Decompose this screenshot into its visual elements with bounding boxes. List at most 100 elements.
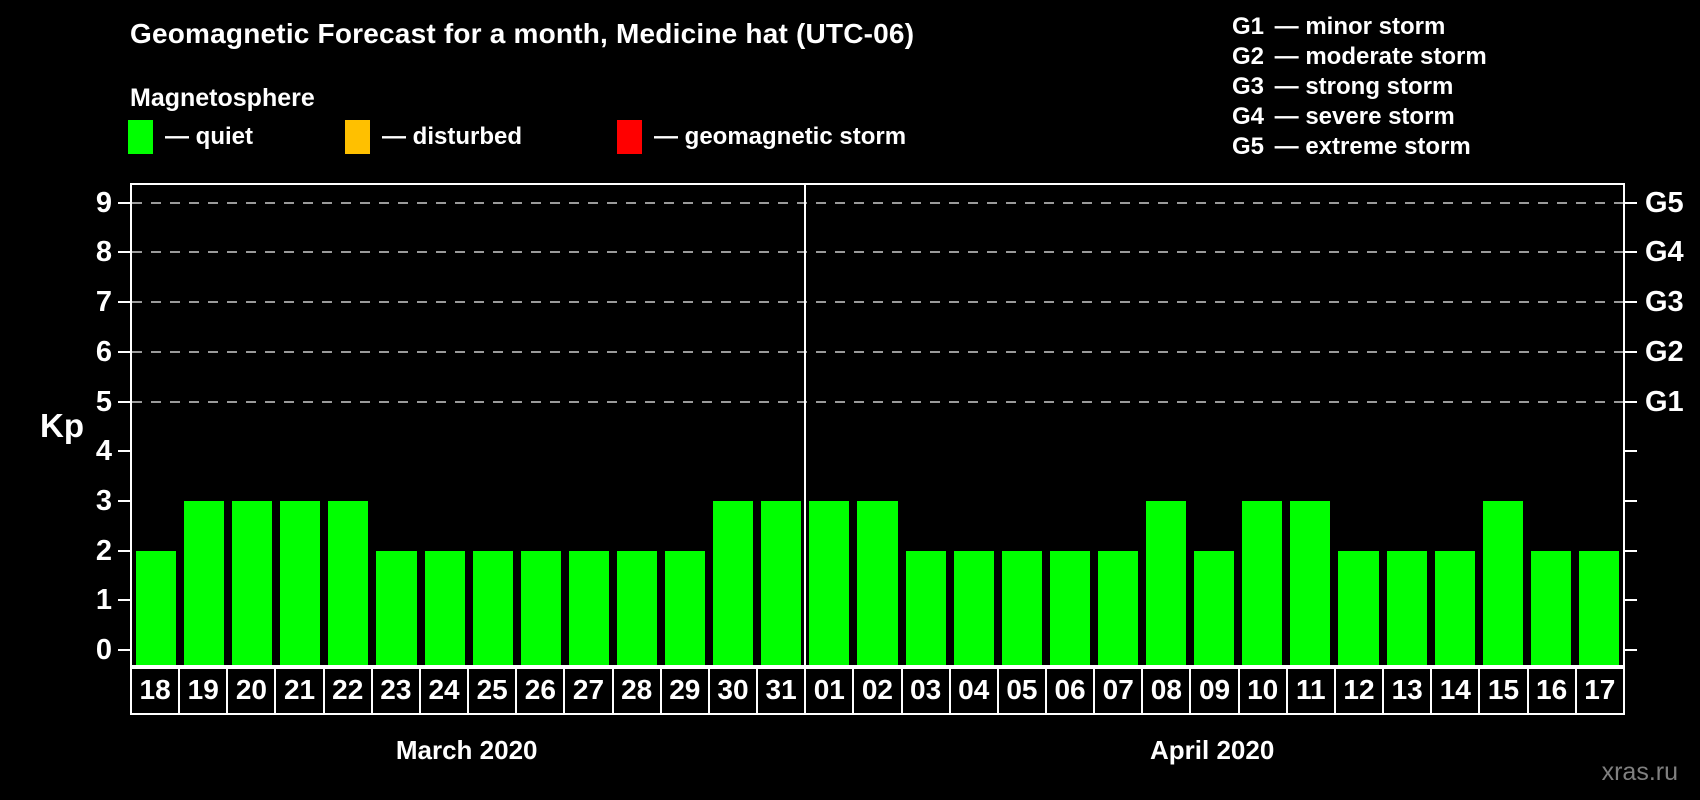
day-cell-15: 15 — [1480, 667, 1529, 713]
kp-bar-day-18 — [136, 550, 177, 667]
month-separator — [804, 185, 807, 667]
kp-bar-day-05 — [1001, 550, 1042, 667]
day-cell-29: 29 — [662, 667, 710, 713]
month-label: March 2020 — [395, 735, 538, 765]
y-tick-left — [118, 251, 130, 254]
day-cell-06: 06 — [1047, 667, 1096, 713]
y-tick-right — [1625, 251, 1637, 254]
kp-bar-day-30 — [713, 500, 754, 667]
day-cell-17: 17 — [1584, 674, 1616, 705]
g-legend-line: G1 — minor storm — [1232, 12, 1487, 42]
gridline-kp9 — [132, 201, 1623, 204]
y-tick-left — [118, 301, 130, 304]
y-tick-left — [118, 350, 130, 353]
chart-title: Geomagnetic Forecast for a month, Medici… — [130, 18, 915, 49]
legend-item-label: — quiet — [165, 123, 253, 150]
kp-bar-day-21 — [280, 500, 321, 667]
y-axis-label-0: 0 — [95, 634, 112, 666]
y-axis-label-7: 7 — [95, 286, 112, 319]
gridline-kp6 — [132, 350, 1623, 353]
y-tick-left — [118, 649, 130, 651]
kp-bar-day-08 — [1146, 500, 1187, 667]
y-axis-label-8: 8 — [95, 236, 112, 269]
day-cell-27: 27 — [565, 667, 614, 713]
g-label: — minor storm — [1268, 13, 1446, 40]
watermark: xras.ru — [1601, 758, 1678, 786]
day-cell-03: 03 — [903, 667, 951, 713]
y-tick-left — [118, 400, 130, 403]
right-axis-label-G4: G4 — [1645, 236, 1684, 269]
kp-bar-day-13 — [1386, 550, 1427, 667]
y-axis-title: Kp — [40, 407, 84, 444]
kp-bar-day-11 — [1290, 500, 1331, 667]
legend-item-quiet: — quiet — [128, 120, 253, 154]
day-cell-31: 31 — [758, 667, 807, 713]
right-axis-label-G2: G2 — [1645, 335, 1684, 368]
day-cell-09: 09 — [1191, 667, 1240, 713]
legend-heading: Magnetosphere — [130, 84, 315, 112]
kp-bar-day-02 — [857, 500, 898, 667]
quiet-color-swatch-icon — [128, 120, 153, 154]
y-tick-right — [1625, 400, 1637, 403]
day-cell-18: 18 — [132, 667, 181, 713]
y-tick-right — [1625, 350, 1637, 353]
day-cell-26: 26 — [517, 667, 566, 713]
kp-bar-day-01 — [809, 500, 850, 667]
day-cell-22: 22 — [325, 667, 373, 713]
legend-item-label: — disturbed — [382, 123, 523, 150]
legend-item-storm: — geomagnetic storm — [617, 120, 906, 154]
g-code: G4 — [1232, 103, 1265, 130]
day-cell-04: 04 — [951, 667, 999, 713]
y-tick-left — [118, 201, 130, 204]
gridline-kp8 — [132, 251, 1623, 254]
kp-bar-day-14 — [1434, 550, 1475, 667]
y-tick-right — [1625, 599, 1637, 602]
kp-bar-day-29 — [665, 550, 706, 667]
y-tick-right — [1625, 301, 1637, 304]
right-axis-label-G3: G3 — [1645, 286, 1684, 319]
gridline-kp7 — [132, 301, 1623, 304]
day-cell-20: 20 — [228, 667, 277, 713]
kp-bar-day-06 — [1049, 550, 1090, 667]
g-code: G1 — [1232, 13, 1265, 40]
kp-bar-day-10 — [1242, 500, 1283, 667]
g-label: — strong storm — [1268, 73, 1454, 100]
y-axis-label-3: 3 — [95, 484, 112, 517]
disturbed-color-swatch-icon — [345, 120, 370, 154]
kp-bar-day-28 — [616, 550, 658, 667]
day-cell-28: 28 — [614, 667, 662, 713]
kp-bar-day-27 — [568, 550, 609, 667]
day-cell-25: 25 — [469, 667, 518, 713]
day-cell-14: 14 — [1432, 667, 1481, 713]
kp-bar-day-09 — [1194, 550, 1235, 667]
g-legend-line: G5 — extreme storm — [1232, 132, 1487, 162]
y-tick-right — [1625, 649, 1637, 651]
g-label: — severe storm — [1268, 103, 1455, 130]
day-cell-21: 21 — [276, 667, 325, 713]
y-axis-label-1: 1 — [95, 584, 112, 617]
month-label: April 2020 — [1150, 735, 1275, 765]
g-legend-line: G3 — strong storm — [1232, 72, 1487, 102]
plot-area — [130, 183, 1625, 669]
day-cell-13: 13 — [1384, 667, 1433, 713]
kp-bar-day-24 — [424, 550, 465, 667]
right-axis-label-G5: G5 — [1645, 186, 1684, 219]
g-code: G3 — [1232, 73, 1265, 100]
y-tick-right — [1625, 549, 1637, 552]
day-cell-19: 19 — [180, 667, 229, 713]
y-axis-label-4: 4 — [95, 435, 112, 468]
kp-bar-day-23 — [376, 550, 417, 667]
g-label: — extreme storm — [1268, 133, 1471, 160]
kp-bar-day-31 — [761, 500, 802, 667]
y-axis-label-2: 2 — [95, 534, 112, 567]
day-cell-24: 24 — [421, 667, 470, 713]
day-cell-12: 12 — [1336, 667, 1385, 713]
y-tick-left — [118, 499, 130, 502]
day-cell-16: 16 — [1529, 667, 1577, 713]
y-tick-right — [1625, 201, 1637, 204]
kp-bar-day-25 — [472, 550, 513, 667]
day-cell-01: 01 — [806, 667, 855, 713]
y-tick-right — [1625, 499, 1637, 502]
gridline-kp5 — [132, 400, 1623, 403]
